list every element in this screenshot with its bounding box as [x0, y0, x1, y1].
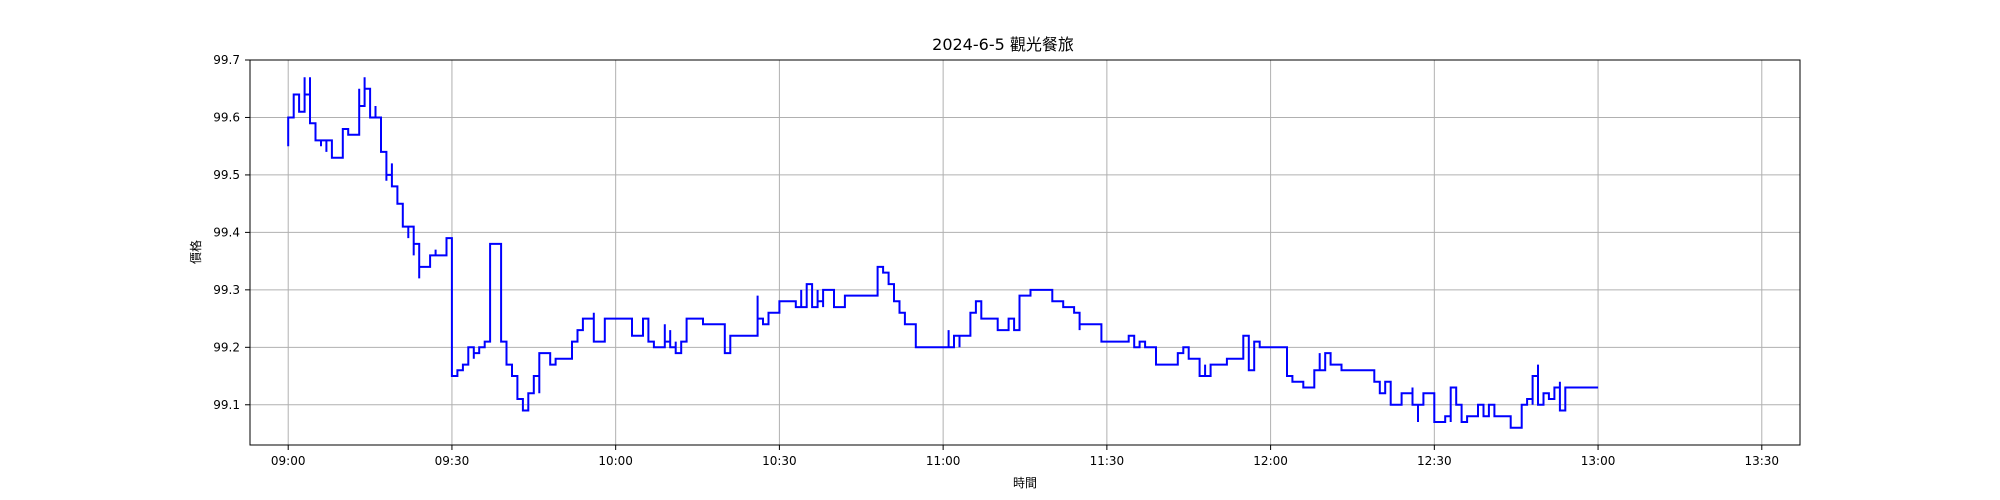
x-tick-label: 13:00: [1581, 454, 1616, 468]
plot-frame: [249, 59, 1801, 446]
y-tick-label: 99.7: [213, 53, 240, 67]
y-tick-label: 99.1: [213, 398, 240, 412]
x-tick-label: 11:30: [1090, 454, 1125, 468]
series-line-price: [287, 77, 1599, 429]
y-tick-label: 99.4: [213, 225, 240, 239]
x-tick-label: 12:30: [1417, 454, 1452, 468]
y-axis-label: 價格: [188, 240, 203, 264]
x-tick-label: 09:30: [435, 454, 470, 468]
x-tick-label: 09:00: [271, 454, 306, 468]
y-tick-label: 99.3: [213, 283, 240, 297]
y-tick-label: 99.6: [213, 110, 240, 124]
x-axis-ticks: 09:00 09:30 10:00 10:30 11:00 11:30 12:00 12:30…: [271, 445, 1779, 468]
x-tick-label: 13:30: [1744, 454, 1779, 468]
y-tick-label: 99.2: [213, 340, 240, 354]
y-axis-ticks: 99.1 99.2 99.3 99.4 99.5 99.6 99.7: [213, 53, 250, 412]
x-tick-label: 12:00: [1253, 454, 1288, 468]
x-tick-label: 10:00: [598, 454, 633, 468]
chart-title: 2024-6-5 觀光餐旅: [932, 35, 1074, 54]
x-tick-label: 11:00: [926, 454, 961, 468]
x-tick-label: 10:30: [762, 454, 797, 468]
y-tick-label: 99.5: [213, 168, 240, 182]
x-axis-label: 時間: [1013, 476, 1037, 490]
